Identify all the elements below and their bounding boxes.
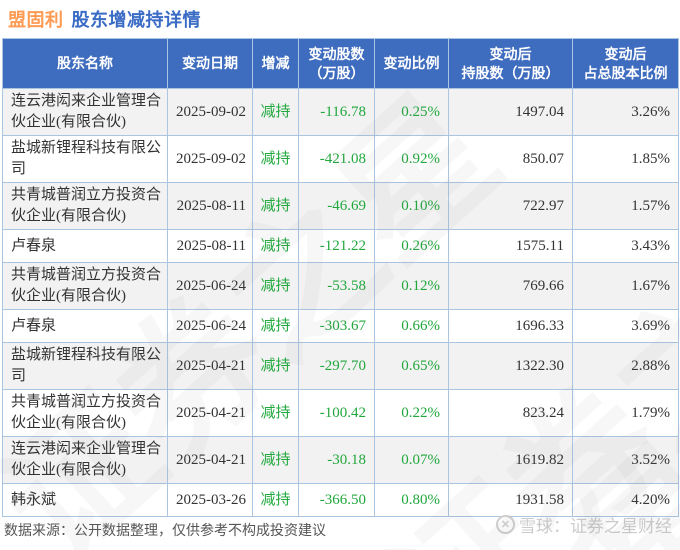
- action-cell: 减持: [252, 309, 299, 343]
- table-header: 股东名称 变动日期 增减 变动股数 （万股） 变动比例 变动后 持股数（万股） …: [2, 38, 679, 89]
- shareholder-name-cell: 连云港闳来企业管理合伙企业(有限合伙): [2, 88, 168, 136]
- change-ratio-cell: 0.25%: [374, 88, 449, 136]
- change-date-cell: 2025-04-21: [167, 342, 253, 390]
- action-cell: 减持: [252, 88, 299, 136]
- change-shares-cell: -121.22: [298, 229, 375, 263]
- change-date-cell: 2025-06-24: [167, 309, 253, 343]
- change-date-cell: 2025-08-11: [167, 229, 253, 263]
- change-shares-cell: -46.69: [298, 182, 375, 230]
- after-shares-cell: 1322.30: [448, 342, 573, 390]
- change-ratio-cell: 0.10%: [374, 182, 449, 230]
- after-shares-cell: 1619.82: [448, 436, 573, 484]
- title-suffix: 股东增减持详情: [71, 10, 201, 30]
- action-cell: 减持: [252, 436, 299, 484]
- data-source-note: 数据来源：公开数据整理，仅供参考不构成投资建议: [4, 522, 326, 538]
- stock-name: 盟固利: [8, 10, 64, 30]
- shareholder-name-cell: 连云港闳来企业管理合伙企业(有限合伙): [2, 436, 168, 484]
- action-cell: 减持: [252, 229, 299, 263]
- change-ratio-cell: 0.66%: [374, 309, 449, 343]
- after-ratio-cell: 1.79%: [572, 389, 679, 437]
- change-shares-cell: -366.50: [298, 483, 375, 517]
- shareholder-name-cell: 盐城新锂程科技有限公司: [2, 135, 168, 183]
- after-ratio-cell: 2.88%: [572, 342, 679, 390]
- after-ratio-cell: 3.43%: [572, 229, 679, 263]
- change-shares-cell: -421.08: [298, 135, 375, 183]
- table-row: 连云港闳来企业管理合伙企业(有限合伙) 2025-04-21 减持 -30.18 0.0…: [2, 436, 679, 484]
- change-shares-cell: -30.18: [298, 436, 375, 484]
- header-change-shares: 变动股数 （万股）: [298, 38, 375, 89]
- after-ratio-cell: 1.57%: [572, 182, 679, 230]
- header-after-ratio: 变动后 占总股本比例: [572, 38, 679, 89]
- footer-watermark: ✕ 雪球：证券之星财经: [496, 512, 672, 537]
- table-row: 盐城新锂程科技有限公司 2025-04-21 减持 -297.70 0.65% 1322.…: [2, 342, 679, 390]
- table-row: 连云港闳来企业管理合伙企业(有限合伙) 2025-09-02 减持 -116.78 0.…: [2, 88, 679, 136]
- header-after-shares: 变动后 持股数（万股）: [448, 38, 573, 89]
- table-row: 共青城普润立方投资合伙企业(有限合伙) 2025-04-21 减持 -100.42 0.…: [2, 389, 679, 437]
- shareholder-name-cell: 盐城新锂程科技有限公司: [2, 342, 168, 390]
- change-date-cell: 2025-06-24: [167, 262, 253, 310]
- after-ratio-cell: 4.20%: [572, 483, 679, 517]
- after-shares-cell: 1497.04: [448, 88, 573, 136]
- after-shares-cell: 1575.11: [448, 229, 573, 263]
- change-shares-cell: -303.67: [298, 309, 375, 343]
- change-ratio-cell: 0.65%: [374, 342, 449, 390]
- action-cell: 减持: [252, 182, 299, 230]
- change-ratio-cell: 0.26%: [374, 229, 449, 263]
- shareholder-name-cell: 卢春泉: [2, 229, 168, 263]
- change-ratio-cell: 0.22%: [374, 389, 449, 437]
- change-shares-cell: -297.70: [298, 342, 375, 390]
- table-body: 连云港闳来企业管理合伙企业(有限合伙) 2025-09-02 减持 -116.78 0.…: [2, 88, 679, 517]
- shareholder-name-cell: 共青城普润立方投资合伙企业(有限合伙): [2, 262, 168, 310]
- shareholder-name-cell: 卢春泉: [2, 309, 168, 343]
- change-ratio-cell: 0.92%: [374, 135, 449, 183]
- header-shareholder-name: 股东名称: [2, 38, 168, 89]
- footer-watermark-label: 雪球：证券之星财经: [519, 517, 672, 536]
- after-shares-cell: 823.24: [448, 389, 573, 437]
- table-row: 共青城普润立方投资合伙企业(有限合伙) 2025-06-24 减持 -53.58 0.1…: [2, 262, 679, 310]
- change-ratio-cell: 0.07%: [374, 436, 449, 484]
- header-change-date: 变动日期: [167, 38, 253, 89]
- header-change-ratio: 变动比例: [374, 38, 449, 89]
- change-date-cell: 2025-04-21: [167, 436, 253, 484]
- change-date-cell: 2025-03-26: [167, 483, 253, 517]
- xueqiu-logo-icon: ✕: [496, 515, 515, 534]
- page-title: 盟固利 股东增减持详情: [8, 6, 201, 32]
- after-ratio-cell: 1.85%: [572, 135, 679, 183]
- change-ratio-cell: 0.80%: [374, 483, 449, 517]
- change-date-cell: 2025-09-02: [167, 88, 253, 136]
- shareholder-name-cell: 共青城普润立方投资合伙企业(有限合伙): [2, 389, 168, 437]
- table-row: 盐城新锂程科技有限公司 2025-09-02 减持 -421.08 0.92% 850.0…: [2, 135, 679, 183]
- after-ratio-cell: 3.26%: [572, 88, 679, 136]
- after-shares-cell: 1696.33: [448, 309, 573, 343]
- shareholder-name-cell: 共青城普润立方投资合伙企业(有限合伙): [2, 182, 168, 230]
- action-cell: 减持: [252, 483, 299, 517]
- action-cell: 减持: [252, 135, 299, 183]
- header-action: 增减: [252, 38, 299, 89]
- table-row: 共青城普润立方投资合伙企业(有限合伙) 2025-08-11 减持 -46.69 0.1…: [2, 182, 679, 230]
- shareholder-name-cell: 韩永斌: [2, 483, 168, 517]
- header-row: 股东名称 变动日期 增减 变动股数 （万股） 变动比例 变动后 持股数（万股） …: [2, 38, 679, 89]
- change-date-cell: 2025-09-02: [167, 135, 253, 183]
- table-row: 韩永斌 2025-03-26 减持 -366.50 0.80% 1931.58 4.20%: [2, 483, 679, 517]
- change-date-cell: 2025-08-11: [167, 182, 253, 230]
- change-ratio-cell: 0.12%: [374, 262, 449, 310]
- after-ratio-cell: 3.52%: [572, 436, 679, 484]
- table-row: 卢春泉 2025-06-24 减持 -303.67 0.66% 1696.33 3.69%: [2, 309, 679, 343]
- change-shares-cell: -116.78: [298, 88, 375, 136]
- after-shares-cell: 850.07: [448, 135, 573, 183]
- action-cell: 减持: [252, 262, 299, 310]
- table-row: 卢春泉 2025-08-11 减持 -121.22 0.26% 1575.11 3.43%: [2, 229, 679, 263]
- after-ratio-cell: 1.67%: [572, 262, 679, 310]
- action-cell: 减持: [252, 342, 299, 390]
- change-shares-cell: -100.42: [298, 389, 375, 437]
- change-shares-cell: -53.58: [298, 262, 375, 310]
- after-shares-cell: 769.66: [448, 262, 573, 310]
- after-ratio-cell: 3.69%: [572, 309, 679, 343]
- after-shares-cell: 722.97: [448, 182, 573, 230]
- shareholder-change-table: 股东名称 变动日期 增减 变动股数 （万股） 变动比例 变动后 持股数（万股） …: [2, 38, 679, 517]
- change-date-cell: 2025-04-21: [167, 389, 253, 437]
- after-shares-cell: 1931.58: [448, 483, 573, 517]
- action-cell: 减持: [252, 389, 299, 437]
